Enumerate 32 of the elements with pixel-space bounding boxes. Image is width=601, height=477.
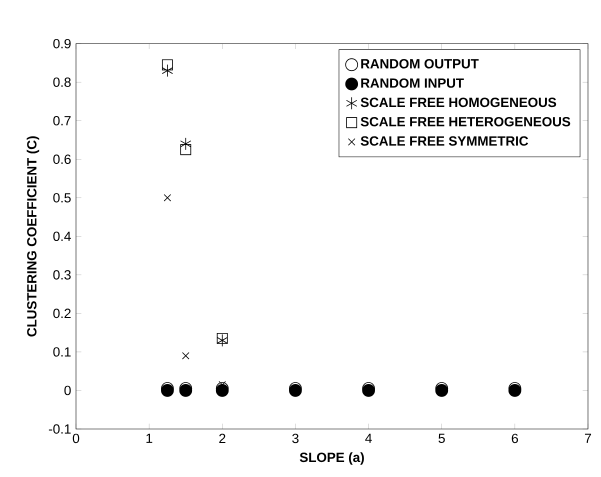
x-tick-label: 5 — [438, 434, 445, 443]
y-tick-label: 0.1 — [53, 347, 71, 357]
y-tick-label: 0.7 — [53, 116, 71, 126]
y-axis-title: CLUSTERING COEFFICIENT (C) — [26, 136, 40, 337]
legend-label: SCALE FREE SYMMETRIC — [360, 136, 528, 146]
point — [180, 144, 192, 156]
point — [216, 334, 228, 347]
legend-label: RANDOM INPUT — [361, 78, 464, 88]
x-tick-label: 4 — [365, 434, 372, 443]
legend-label: SCALE FREE HOMOGENEOUS — [360, 98, 556, 108]
legend-label: RANDOM OUTPUT — [361, 59, 479, 68]
y-tick-label: 0 — [64, 386, 71, 396]
point — [164, 194, 172, 202]
x-axis-title: SLOPE (a) — [300, 452, 364, 465]
point — [180, 137, 192, 150]
y-tick-label: 0.8 — [53, 77, 71, 87]
y-tick-label: 0.3 — [53, 270, 71, 280]
x-tick-label: 0 — [72, 434, 80, 444]
y-tick-label: 0.5 — [53, 193, 71, 202]
point — [162, 64, 174, 78]
point — [182, 352, 190, 360]
y-tick-label: 0.4 — [53, 232, 71, 242]
x-tick-label: 1 — [146, 434, 152, 443]
y-tick-label: -0.1 — [48, 424, 71, 434]
y-tick-label: 0.9 — [53, 38, 71, 48]
x-tick-label: 2 — [219, 434, 226, 444]
legend-label: SCALE FREE HETEROGENEOUS — [360, 116, 570, 126]
y-tick-label: 0.2 — [53, 308, 71, 318]
x-tick-label: 7 — [584, 434, 592, 443]
x-tick-label: 3 — [292, 434, 299, 444]
x-tick-label: 6 — [512, 434, 518, 444]
y-tick-label: 0.6 — [53, 154, 71, 164]
